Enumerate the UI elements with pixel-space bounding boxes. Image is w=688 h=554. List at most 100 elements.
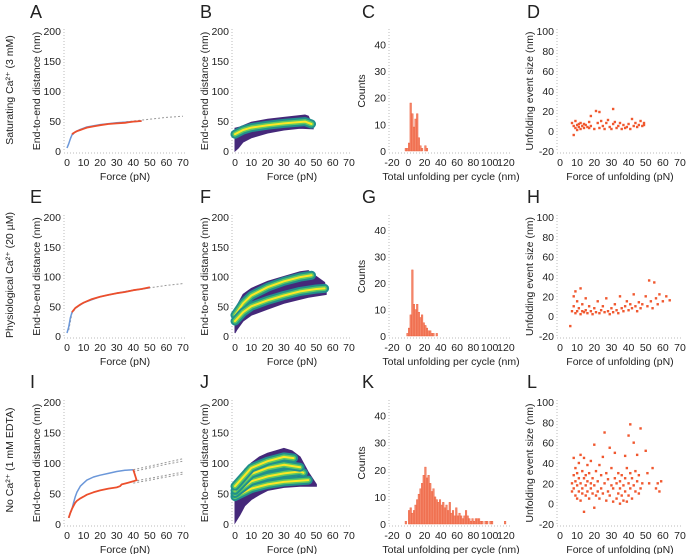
scatter-point	[632, 484, 635, 487]
y-tick-label: 10	[374, 492, 386, 504]
x-tick-label: 50	[311, 530, 323, 542]
histogram-bar	[421, 314, 424, 337]
scatter-point	[611, 487, 615, 490]
histogram-bar	[430, 333, 433, 337]
scatter-point	[589, 487, 593, 490]
scatter-point	[639, 487, 642, 490]
series-refolding	[67, 468, 134, 519]
x-axis-label: Force (pN)	[100, 171, 150, 183]
scatter-point	[630, 307, 634, 310]
panel-letter: D	[527, 2, 540, 22]
scatter-point	[579, 127, 582, 131]
y-tick-label: 0	[380, 331, 386, 343]
x-tick-label: 0	[64, 530, 70, 542]
scatter-point	[572, 487, 575, 490]
y-tick-label: 150	[43, 56, 61, 68]
x-tick-label: 60	[327, 157, 339, 169]
histogram-bar	[412, 126, 415, 152]
x-tick-label: 50	[640, 342, 652, 354]
scatter-point	[581, 310, 584, 313]
scatter-point	[601, 492, 605, 495]
histogram-bar	[422, 322, 425, 337]
histogram-bar	[425, 327, 429, 337]
x-tick-label: 120	[497, 157, 515, 169]
histogram-bar	[412, 304, 415, 337]
x-axis-label: Force (pN)	[267, 544, 317, 554]
x-tick-label: 80	[468, 342, 480, 354]
x-tick-label: 60	[161, 157, 173, 169]
scatter-point	[623, 126, 627, 130]
scatter-point	[593, 127, 596, 131]
scatter-point	[574, 466, 577, 470]
y-tick-label: 200	[211, 397, 229, 409]
scatter-point	[610, 484, 613, 487]
scatter-point	[641, 124, 644, 128]
x-tick-label: 20	[94, 530, 106, 542]
scatter-point	[581, 303, 584, 306]
fit-line	[68, 283, 184, 331]
scatter-point	[584, 474, 587, 477]
histogram-bar	[478, 518, 481, 525]
scatter-point	[581, 487, 584, 490]
scatter-point	[599, 309, 603, 312]
x-tick-label: 40	[294, 157, 306, 169]
scatter-point	[589, 459, 593, 463]
histogram-bar	[460, 515, 463, 525]
fit-line	[133, 473, 184, 484]
scatter-point	[598, 126, 601, 130]
scatter-point	[613, 451, 617, 455]
panel-J: J 0 50 100 150 200 0 10 20 30 40 50 60 70 Force (pN) En…	[199, 372, 355, 554]
x-tick-label: 100	[481, 342, 499, 354]
row-label: Physiological Ca²⁺ (20 µM)	[4, 212, 16, 338]
y-tick-label: 20	[374, 93, 386, 105]
histogram-bar	[452, 510, 455, 525]
x-axis-label: Force (pN)	[100, 356, 150, 368]
histogram-bar	[491, 521, 494, 525]
scatter-point	[596, 490, 599, 493]
y-tick-label: 30	[374, 438, 386, 450]
scatter-point	[575, 484, 579, 487]
histogram-bar	[435, 499, 438, 525]
scatter-point	[586, 125, 589, 129]
scatter-point	[651, 307, 654, 310]
fit-line	[133, 458, 184, 471]
x-tick-label: 60	[451, 157, 463, 169]
scatter-point	[606, 310, 610, 313]
scatter-point	[610, 307, 613, 310]
scatter-point	[584, 494, 587, 497]
histogram-bar	[476, 518, 479, 525]
x-tick-label: 70	[343, 530, 355, 542]
y-tick-label: 80	[542, 417, 554, 429]
scatter-point	[601, 455, 605, 459]
series-unfolding	[71, 120, 142, 135]
x-tick-label: 30	[606, 157, 618, 169]
histogram-bar	[443, 507, 446, 525]
y-axis-label: Counts	[356, 446, 368, 479]
x-tick-label: 70	[177, 157, 189, 169]
scatter-point	[591, 477, 594, 480]
row-label: Saturating Ca²⁺ (3 mM)	[4, 35, 16, 144]
y-tick-label: 0	[548, 499, 554, 511]
y-tick-label: 50	[217, 301, 229, 313]
scatter-point	[629, 471, 632, 475]
x-tick-label: 0	[557, 342, 563, 354]
histogram-bar	[481, 521, 484, 525]
scatter-point	[586, 480, 589, 483]
scatter-point	[569, 324, 572, 328]
histogram-bar	[419, 488, 422, 525]
x-tick-label: 30	[278, 342, 290, 354]
x-tick-label: 30	[111, 342, 123, 354]
scatter-point	[647, 279, 651, 282]
y-axis-label: Unfolding event size (nm)	[524, 217, 536, 336]
scatter-point	[641, 303, 644, 306]
x-axis-label: Total unfolding per cycle (nm)	[382, 356, 519, 368]
histogram-bar	[450, 512, 453, 525]
scatter-point	[586, 463, 589, 467]
scatter-point	[572, 124, 575, 128]
scatter-point	[632, 293, 635, 296]
histogram-bar	[442, 502, 445, 525]
scatter-point	[572, 305, 575, 308]
